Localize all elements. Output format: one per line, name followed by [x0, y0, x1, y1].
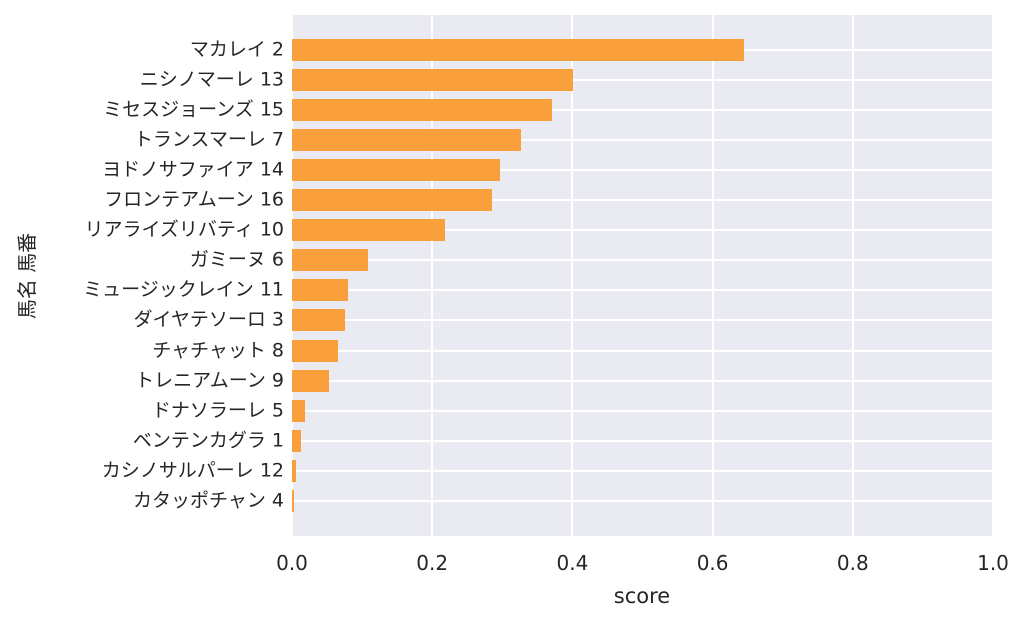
bar-2	[292, 69, 574, 92]
bar-4	[292, 129, 522, 152]
bar-6	[292, 189, 493, 212]
y-gridline	[292, 379, 993, 382]
y-tick-label: ミセスジョーンズ 15	[103, 98, 284, 121]
y-tick-label: ドナソラーレ 5	[151, 399, 284, 422]
y-tick-label: ガミーヌ 6	[189, 248, 284, 271]
bar-3	[292, 99, 553, 122]
y-gridline	[292, 199, 993, 202]
x-gridline	[431, 15, 434, 536]
x-tick-label: 0.6	[696, 551, 729, 575]
x-gridline	[851, 15, 854, 536]
y-axis-label: 馬名 馬番	[15, 232, 39, 320]
y-gridline	[292, 319, 993, 322]
y-gridline	[292, 499, 993, 502]
x-tick-label: 0.2	[416, 551, 449, 575]
x-tick-label: 0.0	[276, 551, 308, 575]
x-gridline	[291, 15, 293, 536]
x-tick-label: 1.0	[977, 551, 1009, 575]
x-tick-label: 0.4	[556, 551, 589, 575]
y-tick-label: ニシノマーレ 13	[139, 68, 284, 91]
y-tick-label: ヨドノサファイア 14	[102, 158, 284, 181]
bar-12	[292, 369, 330, 392]
y-tick-label: ミュージックレイン 11	[83, 278, 284, 301]
x-gridline	[992, 15, 994, 536]
y-gridline	[292, 109, 993, 112]
bar-8	[292, 249, 368, 272]
bar-13	[292, 399, 306, 422]
bar-15	[292, 459, 296, 482]
bar-1	[292, 39, 745, 61]
y-tick-label: チャチャット 8	[152, 339, 284, 361]
y-gridline	[292, 169, 993, 172]
x-gridline	[711, 15, 714, 536]
y-gridline	[292, 409, 993, 412]
bar-9	[292, 279, 349, 302]
bar-16	[292, 489, 295, 512]
bar-10	[292, 309, 346, 332]
y-tick-label: ベンテンカグラ 1	[132, 429, 284, 452]
y-tick-label: フロンテアムーン 16	[104, 188, 284, 211]
y-gridline	[292, 139, 993, 142]
x-axis-label: score	[613, 584, 671, 608]
y-tick-label: リアライズリバティ 10	[84, 218, 284, 241]
y-gridline	[292, 79, 993, 82]
y-tick-label: ダイヤテソーロ 3	[133, 308, 284, 331]
y-tick-label: カタッポチャン 4	[133, 489, 284, 512]
y-gridline	[292, 469, 993, 472]
y-tick-label: マカレイ 2	[189, 38, 284, 61]
x-tick-label: 0.8	[836, 551, 869, 575]
y-gridline	[292, 349, 993, 352]
y-tick-label: トレニアムーン 9	[135, 369, 284, 392]
y-tick-label: トランスマーレ 7	[133, 128, 284, 151]
bar-14	[292, 429, 302, 452]
bar-5	[292, 159, 501, 182]
plot-area	[291, 15, 994, 536]
x-gridline	[571, 15, 574, 536]
y-gridline	[292, 289, 993, 292]
y-gridline	[292, 229, 993, 232]
y-gridline	[292, 259, 993, 262]
bar-7	[292, 219, 445, 242]
bar-11	[292, 339, 339, 362]
y-gridline	[292, 439, 993, 442]
y-tick-label: カシノサルパーレ 12	[101, 459, 284, 482]
